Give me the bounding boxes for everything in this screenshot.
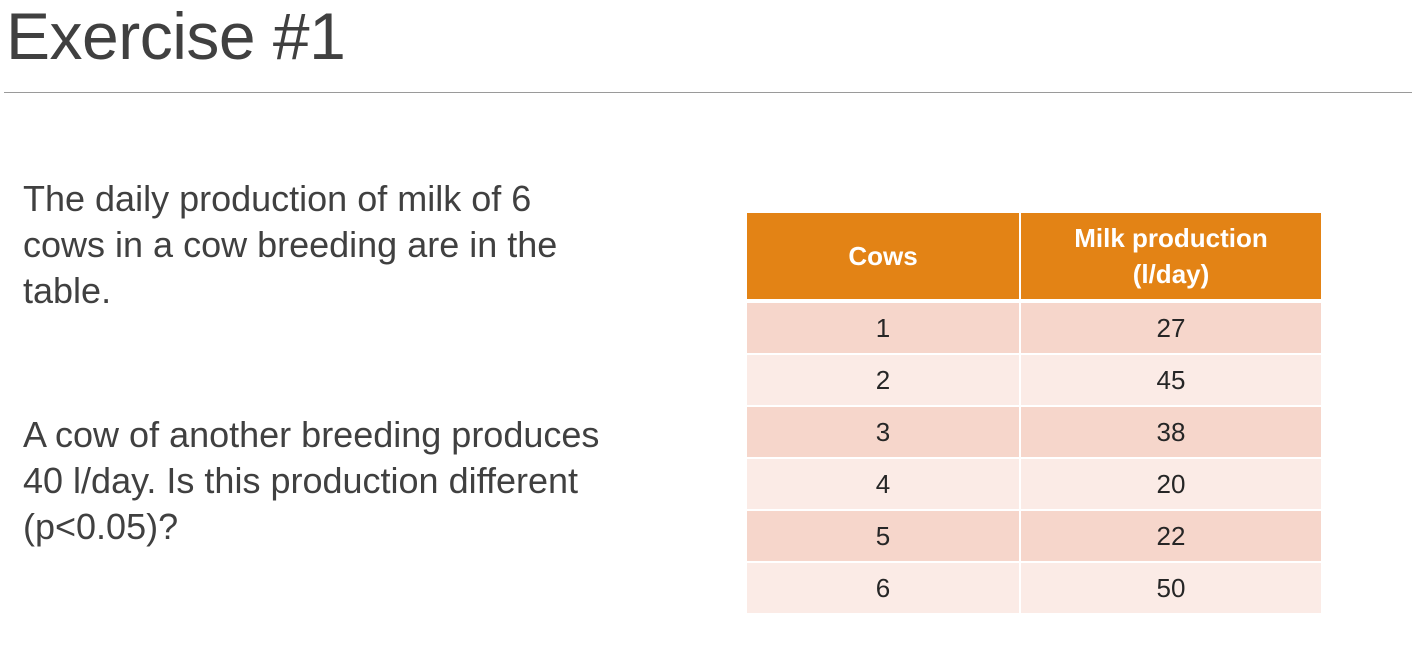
cell-cow: 2 bbox=[747, 354, 1021, 407]
cell-milk: 38 bbox=[1020, 406, 1321, 459]
header-milk-line-2: (l/day) bbox=[1132, 259, 1210, 289]
milk-production-table: Cows Milk production (l/day) 1 27 2 45 3… bbox=[747, 213, 1321, 615]
cell-cow: 6 bbox=[747, 562, 1021, 615]
table-row: 5 22 bbox=[747, 510, 1321, 563]
cell-milk: 20 bbox=[1020, 458, 1321, 511]
slide-title: Exercise #1 bbox=[6, 0, 346, 73]
cell-milk: 45 bbox=[1020, 354, 1321, 407]
cell-milk: 22 bbox=[1020, 510, 1321, 563]
table-row: 1 27 bbox=[747, 301, 1321, 355]
cell-cow: 5 bbox=[747, 510, 1021, 563]
title-divider bbox=[4, 92, 1412, 93]
cell-cow: 4 bbox=[747, 458, 1021, 511]
cell-milk: 50 bbox=[1020, 562, 1321, 615]
cell-milk: 27 bbox=[1020, 301, 1321, 355]
cell-cow: 3 bbox=[747, 406, 1021, 459]
table-row: 2 45 bbox=[747, 354, 1321, 407]
cell-cow: 1 bbox=[747, 301, 1021, 355]
header-milk-line-1: Milk production bbox=[1074, 223, 1268, 253]
exercise-paragraph-1: The daily production of milk of 6 cows i… bbox=[23, 178, 558, 311]
exercise-paragraph-2: A cow of another breeding produces 40 l/… bbox=[23, 414, 600, 547]
header-milk-production: Milk production (l/day) bbox=[1020, 213, 1321, 303]
table-row: 3 38 bbox=[747, 406, 1321, 459]
table-header-row: Cows Milk production (l/day) bbox=[747, 213, 1321, 303]
table-row: 6 50 bbox=[747, 562, 1321, 615]
table-row: 4 20 bbox=[747, 458, 1321, 511]
header-cows: Cows bbox=[747, 213, 1021, 303]
